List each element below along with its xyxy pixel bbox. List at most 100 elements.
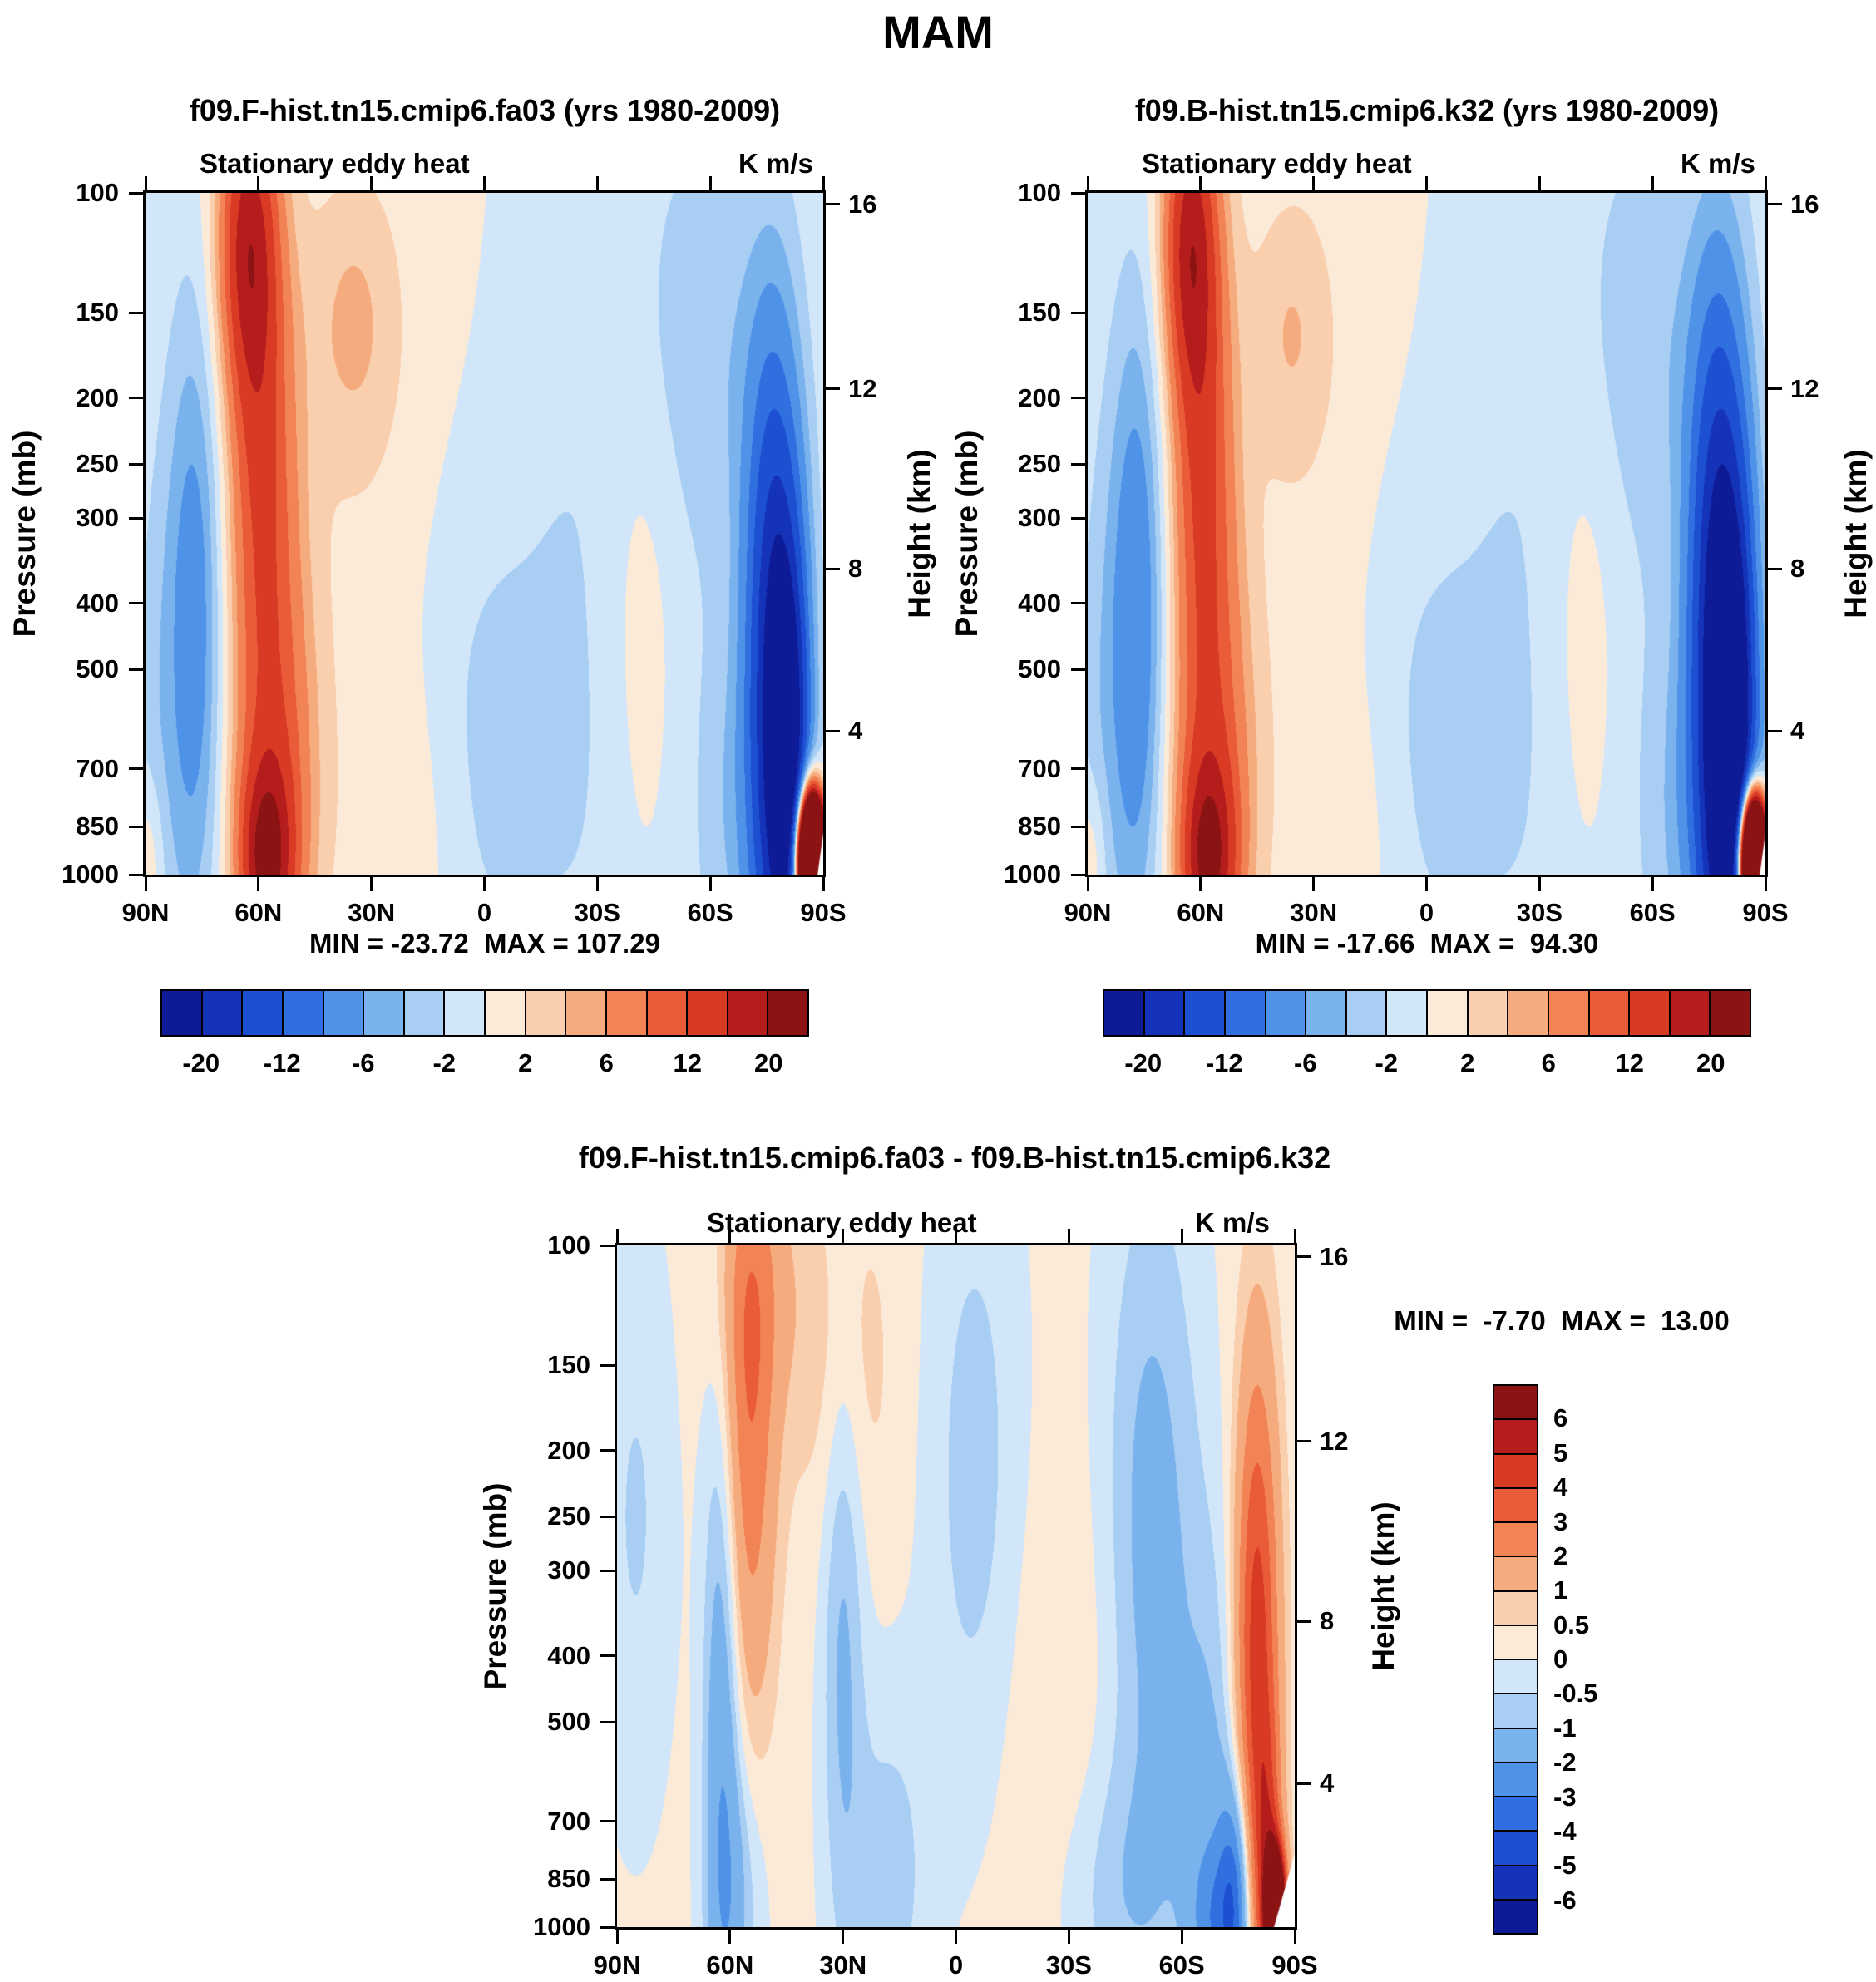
- pressure-tick: [600, 1515, 615, 1518]
- latitude-tick: [257, 877, 260, 891]
- latitude-tick-top: [1764, 176, 1767, 190]
- height-tick-label: 4: [1790, 716, 1805, 746]
- colorbar-segment: [1493, 1454, 1538, 1489]
- latitude-tick: [615, 1930, 619, 1944]
- pressure-tick-label: 1000: [533, 1912, 590, 1941]
- latitude-tick-top: [1425, 176, 1428, 190]
- height-tick: [1297, 1440, 1311, 1443]
- colorbar-tick-label: -1: [1553, 1713, 1577, 1743]
- height-tick-label: 8: [1790, 554, 1805, 584]
- panel-b-units-label: K m/s: [1681, 148, 1755, 179]
- colorbar-segment: [566, 989, 607, 1037]
- pressure-tick-label: 300: [76, 503, 119, 533]
- latitude-tick: [1651, 877, 1654, 891]
- colorbar-segment: [445, 989, 486, 1037]
- colorbar-segment: [1493, 1728, 1538, 1763]
- pressure-tick: [600, 1244, 615, 1247]
- colorbar-segment: [1185, 989, 1226, 1037]
- colorbar-segment: [486, 989, 526, 1037]
- panel-a-pressure-axis-title: Pressure (mb): [7, 430, 42, 638]
- pressure-tick-label: 250: [547, 1501, 590, 1531]
- panel-diff-contour-canvas: [617, 1245, 1295, 1927]
- panel-b-contour-canvas: [1088, 193, 1765, 875]
- colorbar-segment: [1266, 989, 1307, 1037]
- panel-diff-title: f09.F-hist.tn15.cmip6.fa03 - f09.B-hist.…: [578, 1141, 1331, 1175]
- pressure-tick-label: 200: [1018, 382, 1061, 412]
- pressure-tick-label: 700: [547, 1806, 590, 1836]
- colorbar-segment: [1630, 989, 1671, 1037]
- colorbar-segment: [364, 989, 405, 1037]
- latitude-tick-top: [1199, 176, 1202, 190]
- pressure-tick: [600, 1925, 615, 1929]
- colorbar-tick-label: -20: [182, 1048, 220, 1077]
- latitude-tick: [1312, 877, 1316, 891]
- colorbar-segment: [1103, 989, 1145, 1037]
- colorbar-tick-label: 12: [673, 1048, 702, 1077]
- pressure-tick-label: 300: [547, 1556, 590, 1585]
- latitude-tick-label: 60N: [706, 1950, 754, 1980]
- latitude-tick: [144, 877, 147, 891]
- pressure-tick: [1071, 767, 1085, 771]
- colorbar-segment: [243, 989, 284, 1037]
- colorbar-segment: [1493, 1797, 1538, 1832]
- panel-a-minmax-label: MIN = -23.72 MAX = 107.29: [309, 928, 660, 959]
- height-tick-label: 12: [1320, 1426, 1349, 1456]
- pressure-tick-label: 850: [76, 811, 119, 841]
- pressure-tick-label: 100: [1018, 178, 1061, 207]
- colorbar-segment: [1548, 989, 1590, 1037]
- height-tick: [1768, 387, 1782, 391]
- latitude-tick-label: 0: [948, 1950, 964, 1980]
- colorbar-tick-label: 3: [1553, 1506, 1568, 1536]
- colorbar-tick-label: -3: [1553, 1782, 1577, 1812]
- height-tick-label: 12: [1790, 373, 1819, 403]
- latitude-tick-top: [615, 1229, 619, 1243]
- panel-diff-units-label: K m/s: [1195, 1207, 1270, 1238]
- pressure-tick: [129, 516, 143, 520]
- latitude-tick-label: 90N: [1064, 898, 1112, 927]
- panel-b-minmax-label: MIN = -17.66 MAX = 94.30: [1255, 928, 1599, 959]
- pressure-tick: [129, 602, 143, 605]
- latitude-tick-top: [1312, 176, 1316, 190]
- panel-a-title: f09.F-hist.tn15.cmip6.fa03 (yrs 1980-200…: [189, 93, 781, 127]
- colorbar-segment: [1144, 989, 1186, 1037]
- pressure-tick-label: 400: [547, 1640, 590, 1670]
- colorbar-tick-label: -12: [1205, 1048, 1243, 1077]
- panel-a-contour-canvas: [146, 193, 823, 875]
- colorbar-segment: [647, 989, 689, 1037]
- pressure-tick-label: 700: [1018, 753, 1061, 783]
- colorbar-tick-label: -12: [263, 1048, 301, 1077]
- colorbar-segment: [768, 989, 809, 1037]
- colorbar-tick-label: -2: [1375, 1048, 1399, 1077]
- latitude-tick-label: 30S: [1045, 1950, 1092, 1980]
- colorbar-segment: [283, 989, 324, 1037]
- latitude-tick: [483, 877, 486, 891]
- latitude-tick-top: [1651, 176, 1654, 190]
- colorbar-tick-label: 12: [1615, 1048, 1644, 1077]
- pressure-tick: [600, 1449, 615, 1452]
- pressure-tick: [600, 1569, 615, 1572]
- pressure-tick: [1071, 602, 1085, 605]
- height-tick-label: 16: [1320, 1241, 1349, 1271]
- panel-a-colorbar: [160, 989, 809, 1037]
- height-tick-label: 16: [848, 189, 877, 219]
- colorbar-segment: [1493, 1488, 1538, 1523]
- pressure-tick: [129, 462, 143, 466]
- pressure-tick: [129, 873, 143, 876]
- latitude-tick-top: [1067, 1229, 1070, 1243]
- latitude-tick-label: 60S: [687, 898, 733, 927]
- colorbar-segment: [1589, 989, 1631, 1037]
- height-tick-label: 8: [848, 554, 863, 584]
- height-tick-label: 12: [848, 373, 877, 403]
- latitude-tick-label: 60N: [234, 898, 283, 927]
- height-tick: [826, 567, 840, 570]
- height-tick: [1768, 567, 1782, 570]
- panel-a-units-label: K m/s: [738, 148, 813, 179]
- pressure-tick-label: 200: [76, 382, 119, 412]
- height-tick: [826, 729, 840, 732]
- colorbar-segment: [404, 989, 446, 1037]
- latitude-tick-top: [370, 176, 373, 190]
- pressure-tick-label: 250: [1018, 449, 1061, 479]
- latitude-tick-top: [483, 176, 486, 190]
- latitude-tick-label: 90N: [121, 898, 170, 927]
- panel-b-plot-frame: [1085, 190, 1768, 877]
